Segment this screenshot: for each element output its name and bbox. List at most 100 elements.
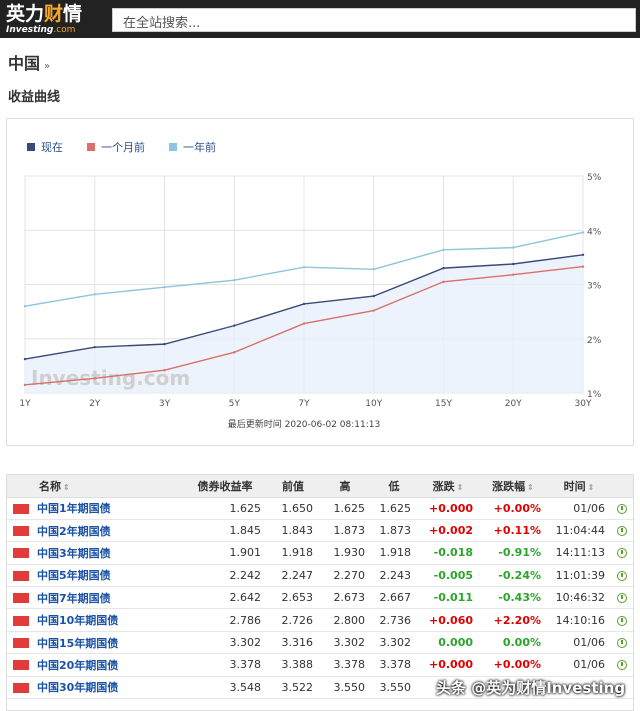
legend-item[interactable]: 现在: [27, 139, 63, 155]
chart-svg: 1%2%3%4%5%1Y 2Y 3Y 5Y 7Y 10Y 15Y 20Y 30YInvestin…: [19, 173, 602, 430]
time-cell: 01/06: [573, 636, 605, 650]
legend-swatch-icon: [169, 143, 177, 151]
series-point: [163, 286, 166, 289]
bond-name-link[interactable]: 中国7年期国债: [37, 591, 111, 605]
bond-name-link[interactable]: 中国2年期国债: [37, 524, 111, 538]
time-cell: 14:11:13: [555, 546, 605, 560]
prev-cell: 3.388: [281, 658, 314, 672]
prev-cell: 3.316: [281, 636, 314, 650]
bond-name-link[interactable]: 中国5年期国债: [37, 569, 111, 583]
table-row[interactable]: 中国7年期国债 2.642 2.653 2.673 2.667 -0.011 -0.43% 1…: [7, 587, 633, 609]
table-row[interactable]: 中国2年期国债 1.845 1.843 1.873 1.873 +0.002 +0.11% 1…: [7, 519, 633, 542]
bond-name-link[interactable]: 中国3年期国债: [37, 546, 111, 560]
clock-cell: [611, 497, 633, 519]
x-tick-label: 15Y: [435, 399, 452, 409]
legend-swatch-icon: [27, 143, 35, 151]
flag-cell: [7, 609, 33, 631]
prev-cell: 2.653: [281, 591, 314, 605]
low-cell: 3.550: [379, 680, 412, 694]
low-cell: 1.625: [379, 501, 412, 515]
table-row[interactable]: 中国15年期国债 3.302 3.316 3.302 3.302 0.000 0.00% 01…: [7, 631, 633, 654]
change-pct-cell: +0.00%: [493, 658, 541, 672]
high-cell: 3.302: [333, 636, 366, 650]
sort-icon[interactable]: ⇕: [527, 482, 534, 492]
change-pct-cell: 0.00%: [502, 636, 541, 650]
china-flag-icon: [13, 503, 29, 514]
bond-name-link[interactable]: 中国15年期国债: [37, 636, 119, 650]
sort-icon[interactable]: ⇕: [587, 482, 595, 492]
time-cell: 11:04:44: [555, 524, 605, 538]
header-change[interactable]: 涨跌 ⇕: [417, 475, 479, 498]
change-pct-cell: +0.11%: [493, 524, 541, 538]
series-point: [581, 253, 585, 256]
header-prev[interactable]: 前值: [267, 475, 319, 498]
time-cell: 14:10:16: [555, 613, 605, 627]
legend-label: 一年前: [183, 141, 216, 154]
flag-cell: [7, 676, 33, 698]
legend-label: 一个月前: [101, 141, 145, 154]
logo-english: Investing.com: [6, 25, 76, 35]
chart-updated-time: 最后更新时间 2020-06-02 08:11:13: [228, 418, 380, 430]
change-pct-cell: +2.20%: [493, 613, 541, 627]
series-point: [372, 268, 375, 271]
header-low[interactable]: 低: [371, 475, 417, 498]
table-row[interactable]: 中国20年期国债 3.378 3.388 3.378 3.378 +0.000 +0.00%…: [7, 654, 633, 677]
breadcrumb-arrow-icon[interactable]: »: [44, 61, 51, 72]
clock-icon: [617, 615, 627, 626]
high-cell: 1.625: [333, 501, 366, 515]
y-tick-label: 5%: [587, 173, 602, 183]
legend-item[interactable]: 一年前: [169, 139, 216, 155]
series-point: [512, 246, 515, 249]
china-flag-icon: [13, 548, 29, 559]
x-tick-label: 2Y: [89, 399, 101, 409]
time-cell: 11:01:39: [555, 568, 605, 582]
series-point: [581, 265, 585, 268]
bond-name-link[interactable]: 中国1年期国债: [37, 502, 111, 516]
site-logo[interactable]: 英力财情 Investing.com: [6, 3, 102, 35]
watermark-text: 头条 @英为财情Investing: [436, 679, 626, 697]
table-row[interactable]: 中国1年期国债 1.625 1.650 1.625 1.625 +0.000 +0.00% 0…: [7, 497, 633, 520]
clock-cell: [611, 609, 633, 631]
change-pct-cell: -0.24%: [498, 568, 541, 582]
header-time[interactable]: 时间 ⇕: [547, 475, 611, 498]
series-point: [93, 345, 96, 349]
flag-cell: [7, 564, 33, 586]
time-cell: 01/06: [573, 501, 605, 515]
flag-cell: [7, 542, 33, 564]
clock-icon: [617, 638, 627, 649]
header-name[interactable]: 名称 ⇕: [33, 475, 183, 498]
high-cell: 2.270: [333, 568, 366, 582]
table-row[interactable]: 中国5年期国债 2.242 2.247 2.270 2.243 -0.005 -0.24% 1…: [7, 564, 633, 587]
table-row[interactable]: 中国3年期国债 1.901 1.918 1.930 1.918 -0.018 -0.91% 1…: [7, 542, 633, 565]
flag-cell: [7, 587, 33, 609]
china-flag-icon: [13, 615, 29, 626]
bond-name-link[interactable]: 中国30年期国债: [37, 681, 119, 695]
legend-item[interactable]: 一个月前: [87, 139, 145, 155]
table-row[interactable]: 中国30年期国债 3.548 3.522 3.550 3.550: [7, 676, 633, 699]
china-flag-icon: [13, 682, 29, 693]
clock-cell: [611, 519, 633, 541]
sort-icon[interactable]: ⇕: [63, 482, 70, 492]
table-header-row: 名称 ⇕ 债券收益率 前值 高 低 涨跌 ⇕ 涨跌幅 ⇕ 时间 ⇕: [7, 475, 633, 498]
logo-chinese: 英力财情: [6, 3, 83, 25]
header-high[interactable]: 高: [319, 475, 371, 498]
prev-cell: 3.522: [281, 680, 314, 694]
header-change-pct[interactable]: 涨跌幅 ⇕: [479, 475, 547, 498]
y-tick-label: 1%: [587, 390, 602, 400]
y-tick-label: 2%: [587, 336, 602, 346]
yield-cell: 2.786: [229, 613, 262, 627]
prev-cell: 2.247: [281, 568, 314, 582]
yield-curve-chart: 现在 一个月前 一年前 1% 2% 3% 4% 5% 1Y 2Y 3Y 5Y 7Y 10Y 15Y 20Y 3…: [6, 118, 634, 446]
table-row[interactable]: 中国10年期国债 2.786 2.726 2.800 2.736 +0.060 +2.20%…: [7, 609, 633, 632]
x-tick-label: 10Y: [365, 399, 382, 409]
search-input[interactable]: 在全站搜索...: [112, 8, 636, 32]
flag-cell: [7, 654, 33, 676]
header-yield[interactable]: 债券收益率: [183, 475, 267, 498]
header-clock: [611, 475, 633, 498]
low-cell: 1.873: [379, 524, 412, 538]
bond-name-link[interactable]: 中国20年期国债: [37, 658, 119, 672]
bond-name-link[interactable]: 中国10年期国债: [37, 614, 119, 628]
series-point: [442, 248, 445, 251]
sort-icon[interactable]: ⇕: [456, 482, 464, 492]
clock-cell: [611, 564, 633, 586]
